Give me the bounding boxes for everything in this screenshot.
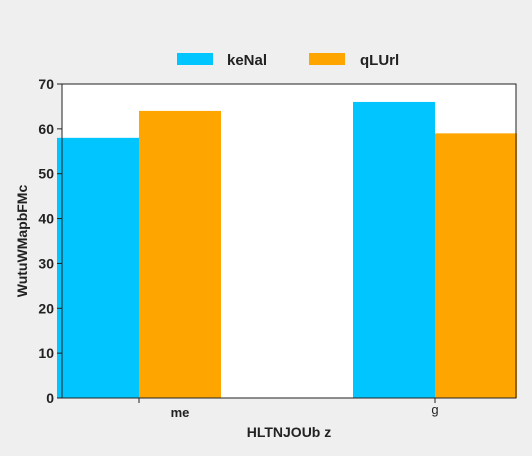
bar-qLUrl-g [435, 133, 517, 399]
legend-label: qLUrl [360, 52, 399, 69]
bars-group [57, 101, 517, 399]
y-tick-label: 20 [38, 300, 54, 316]
y-tick-label: 50 [38, 166, 54, 182]
bar-qLUrl-me [139, 110, 221, 399]
y-tick-label: 0 [46, 390, 54, 406]
plot-border [61, 83, 517, 399]
legend-label: keNal [227, 52, 267, 69]
x-axis-title: HLTNJOUb z [247, 424, 332, 440]
legend-swatch [177, 53, 213, 65]
x-tick-label: g [431, 402, 438, 417]
x-axis: me g [138, 398, 439, 420]
y-tick-label: 60 [38, 121, 54, 137]
y-tick-label: 70 [38, 76, 54, 92]
legend-item-keNal: keNal [177, 52, 267, 69]
y-axis: 0 10 20 30 40 50 60 70 [38, 76, 62, 406]
x-tick-label: me [171, 405, 190, 420]
y-axis-title: WutuWMapbFMc [14, 185, 30, 298]
legend-item-qLUrl: qLUrl [309, 52, 399, 69]
legend-swatch [309, 53, 345, 65]
y-tick-label: 40 [38, 211, 54, 227]
legend: keNal qLUrl [177, 52, 399, 69]
bar-keNal-g [353, 101, 435, 398]
y-tick-label: 30 [38, 255, 54, 271]
bar-keNal-me [57, 137, 139, 399]
y-tick-label: 10 [38, 345, 54, 361]
